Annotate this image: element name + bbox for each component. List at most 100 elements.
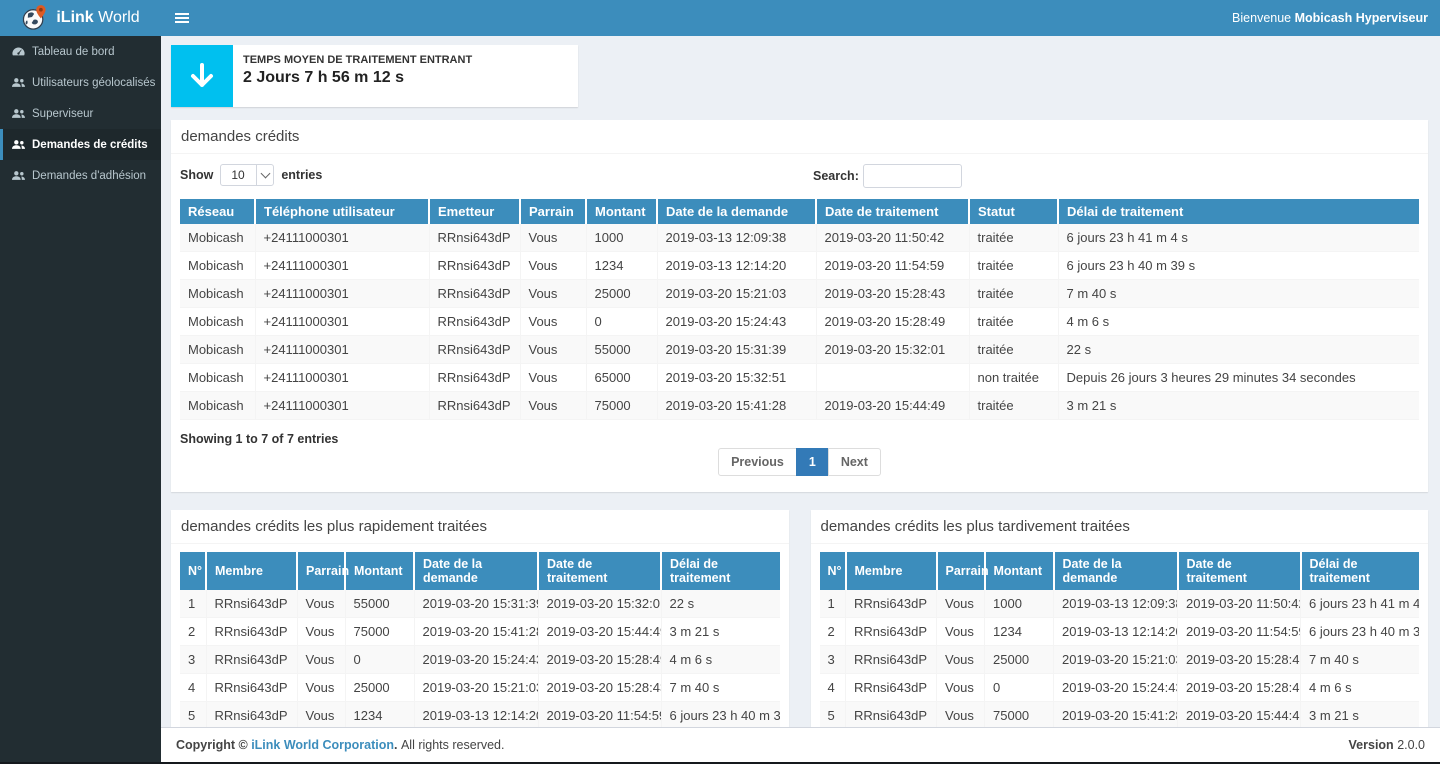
table-cell: 2019-03-20 15:41:28 — [414, 618, 538, 646]
column-header-statut[interactable]: Statut — [969, 199, 1058, 224]
table-row: Mobicash+24111000301RRnsi643dPVous250002… — [180, 280, 1419, 308]
stat-value: 2 Jours 7 h 56 m 12 s — [243, 69, 472, 87]
sidebar-item-label: Superviseur — [32, 108, 93, 120]
table-cell: 2019-03-20 11:50:42 — [1178, 590, 1301, 618]
stat-label: TEMPS MOYEN DE TRAITEMENT ENTRANT — [243, 54, 472, 66]
panel-title: demandes crédits les plus rapidement tra… — [171, 510, 789, 544]
table-cell: 65000 — [586, 364, 657, 392]
entries-label: entries — [281, 168, 322, 182]
table-cell: +24111000301 — [255, 308, 429, 336]
column-header-membre: Membre — [206, 552, 297, 590]
table-cell: Vous — [297, 702, 345, 728]
table-cell: Vous — [937, 702, 985, 728]
latest-processed-panel: demandes crédits les plus tardivement tr… — [811, 510, 1429, 727]
table-cell: RRnsi643dP — [429, 364, 520, 392]
table-cell: Mobicash — [180, 252, 255, 280]
table-cell: Vous — [520, 308, 586, 336]
table-row: Mobicash+24111000301RRnsi643dPVous650002… — [180, 364, 1419, 392]
welcome-message: Bienvenue Mobicash Hyperviseur — [1232, 11, 1428, 25]
table-row: 4RRnsi643dPVous02019-03-20 15:24:432019-… — [820, 674, 1420, 702]
column-header-delai: Délai de traitement — [661, 552, 780, 590]
table-cell: 6 jours 23 h 41 m 4 s — [1058, 224, 1419, 252]
table-cell: RRnsi643dP — [846, 646, 937, 674]
column-header-parrain[interactable]: Parrain — [520, 199, 586, 224]
table-cell: 2019-03-20 15:32:01 — [816, 336, 969, 364]
table-cell: 2019-03-20 15:28:43 — [816, 280, 969, 308]
table-cell: Mobicash — [180, 392, 255, 420]
column-header-telephone[interactable]: Téléphone utilisateur — [255, 199, 429, 224]
table-cell: 75000 — [586, 392, 657, 420]
users-icon — [11, 76, 25, 89]
column-header-delai: Délai de traitement — [1301, 552, 1420, 590]
sidebar-item-utilisateurs-geolocalises[interactable]: Utilisateurs géolocalisés — [0, 67, 161, 98]
table-cell: 25000 — [586, 280, 657, 308]
table-cell: 1 — [180, 590, 206, 618]
table-cell: 3 m 21 s — [1301, 702, 1420, 728]
table-cell: Mobicash — [180, 336, 255, 364]
page-length-select[interactable]: 10 — [220, 164, 274, 186]
table-cell: 0 — [345, 646, 414, 674]
pagination-page-1-button[interactable]: 1 — [796, 448, 829, 476]
table-cell: 6 jours 23 h 40 m 39 s — [661, 702, 780, 728]
table-cell: 2019-03-20 11:54:59 — [538, 702, 661, 728]
page-footer: Copyright © iLink World Corporation. All… — [161, 727, 1440, 762]
company-link[interactable]: iLink World Corporation — [251, 738, 394, 752]
table-row: 2RRnsi643dPVous12342019-03-13 12:14:2020… — [820, 618, 1420, 646]
column-header-reseau[interactable]: Réseau — [180, 199, 255, 224]
show-label: Show — [180, 168, 213, 182]
table-cell: 22 s — [661, 590, 780, 618]
column-header-emetteur[interactable]: Emetteur — [429, 199, 520, 224]
table-cell: traitée — [969, 280, 1058, 308]
table-row: 3RRnsi643dPVous250002019-03-20 15:21:032… — [820, 646, 1420, 674]
table-cell: 3 — [820, 646, 846, 674]
table-cell: Mobicash — [180, 280, 255, 308]
table-cell: 55000 — [586, 336, 657, 364]
sidebar-item-superviseur[interactable]: Superviseur — [0, 98, 161, 129]
table-cell: Vous — [937, 674, 985, 702]
table-cell: 22 s — [1058, 336, 1419, 364]
column-header-membre: Membre — [846, 552, 937, 590]
table-cell: 2019-03-20 11:50:42 — [816, 224, 969, 252]
column-header-date-demande[interactable]: Date de la demande — [657, 199, 816, 224]
table-cell: Vous — [297, 618, 345, 646]
brand-logo[interactable]: iLink World — [0, 0, 161, 36]
table-cell: 4 m 6 s — [1058, 308, 1419, 336]
sidebar-item-label: Demandes de crédits — [32, 139, 148, 151]
table-cell: RRnsi643dP — [429, 252, 520, 280]
table-cell: 75000 — [985, 702, 1054, 728]
users-icon — [11, 107, 25, 120]
pagination-next-button[interactable]: Next — [828, 448, 881, 476]
sidebar-toggle-button[interactable] — [161, 0, 203, 36]
table-cell: RRnsi643dP — [846, 674, 937, 702]
table-cell: Vous — [520, 224, 586, 252]
table-cell: RRnsi643dP — [846, 590, 937, 618]
copyright-text: Copyright © iLink World Corporation. All… — [176, 738, 504, 752]
table-row: 1RRnsi643dPVous10002019-03-13 12:09:3820… — [820, 590, 1420, 618]
table-cell: 2019-03-13 12:14:20 — [414, 702, 538, 728]
table-cell: 2019-03-20 15:28:49 — [538, 646, 661, 674]
pagination-previous-button[interactable]: Previous — [718, 448, 797, 476]
search-input[interactable] — [863, 164, 962, 188]
table-header-row: N° Membre Parrain Montant Date de la dem… — [180, 552, 780, 590]
table-cell: RRnsi643dP — [206, 702, 297, 728]
table-cell: Vous — [520, 392, 586, 420]
table-cell: 2019-03-20 15:24:43 — [1054, 674, 1178, 702]
table-cell: 4 m 6 s — [661, 646, 780, 674]
table-cell: RRnsi643dP — [206, 674, 297, 702]
table-row: Mobicash+24111000301RRnsi643dPVous123420… — [180, 252, 1419, 280]
sidebar-item-tableau-de-bord[interactable]: Tableau de bord — [0, 36, 161, 67]
table-cell: Vous — [520, 336, 586, 364]
table-cell: Depuis 26 jours 3 heures 29 minutes 34 s… — [1058, 364, 1419, 392]
column-header-date-traitement[interactable]: Date de traitement — [816, 199, 969, 224]
column-header-date-traitement: Date de traitement — [538, 552, 661, 590]
sidebar-item-demandes-de-credits[interactable]: Demandes de crédits — [0, 129, 161, 160]
table-cell: Vous — [297, 590, 345, 618]
column-header-montant[interactable]: Montant — [586, 199, 657, 224]
sidebar-item-label: Tableau de bord — [32, 46, 114, 58]
sidebar-item-demandes-adhesion[interactable]: Demandes d'adhésion — [0, 160, 161, 191]
table-cell: 1000 — [586, 224, 657, 252]
credit-requests-table: Réseau Téléphone utilisateur Emetteur Pa… — [180, 199, 1419, 420]
users-icon — [11, 169, 25, 182]
arrow-down-icon — [171, 45, 233, 107]
column-header-delai[interactable]: Délai de traitement — [1058, 199, 1419, 224]
